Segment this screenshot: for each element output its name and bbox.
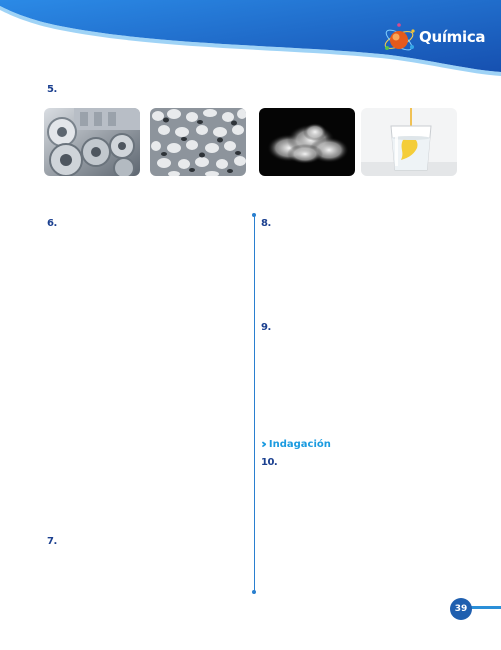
page-number-badge: 39 — [450, 598, 472, 620]
section-heading: ›› Indagación — [261, 437, 331, 451]
double-chevron-icon: ›› — [261, 437, 267, 451]
footer-line — [468, 606, 501, 609]
question-10-number: 10. — [261, 457, 278, 468]
steel-rolls-photo — [44, 108, 140, 176]
smoke-photo — [259, 108, 355, 176]
question-8-number: 8. — [261, 218, 271, 229]
glass-liquid-photo — [361, 108, 457, 176]
divider-top-dot — [252, 213, 256, 217]
question-6-number: 6. — [47, 218, 57, 229]
divider-bottom-dot — [252, 590, 256, 594]
header-wave — [0, 0, 501, 76]
atom-logo-icon — [384, 23, 415, 51]
column-divider — [254, 216, 255, 592]
section-title: Indagación — [268, 438, 331, 450]
brand: Química — [382, 22, 492, 56]
question-7-number: 7. — [47, 536, 57, 547]
question-5-number: 5. — [47, 84, 57, 95]
gravel-photo — [150, 108, 246, 176]
subject-title: Química — [419, 28, 486, 46]
question-9-number: 9. — [261, 322, 271, 333]
header-band — [0, 0, 501, 95]
